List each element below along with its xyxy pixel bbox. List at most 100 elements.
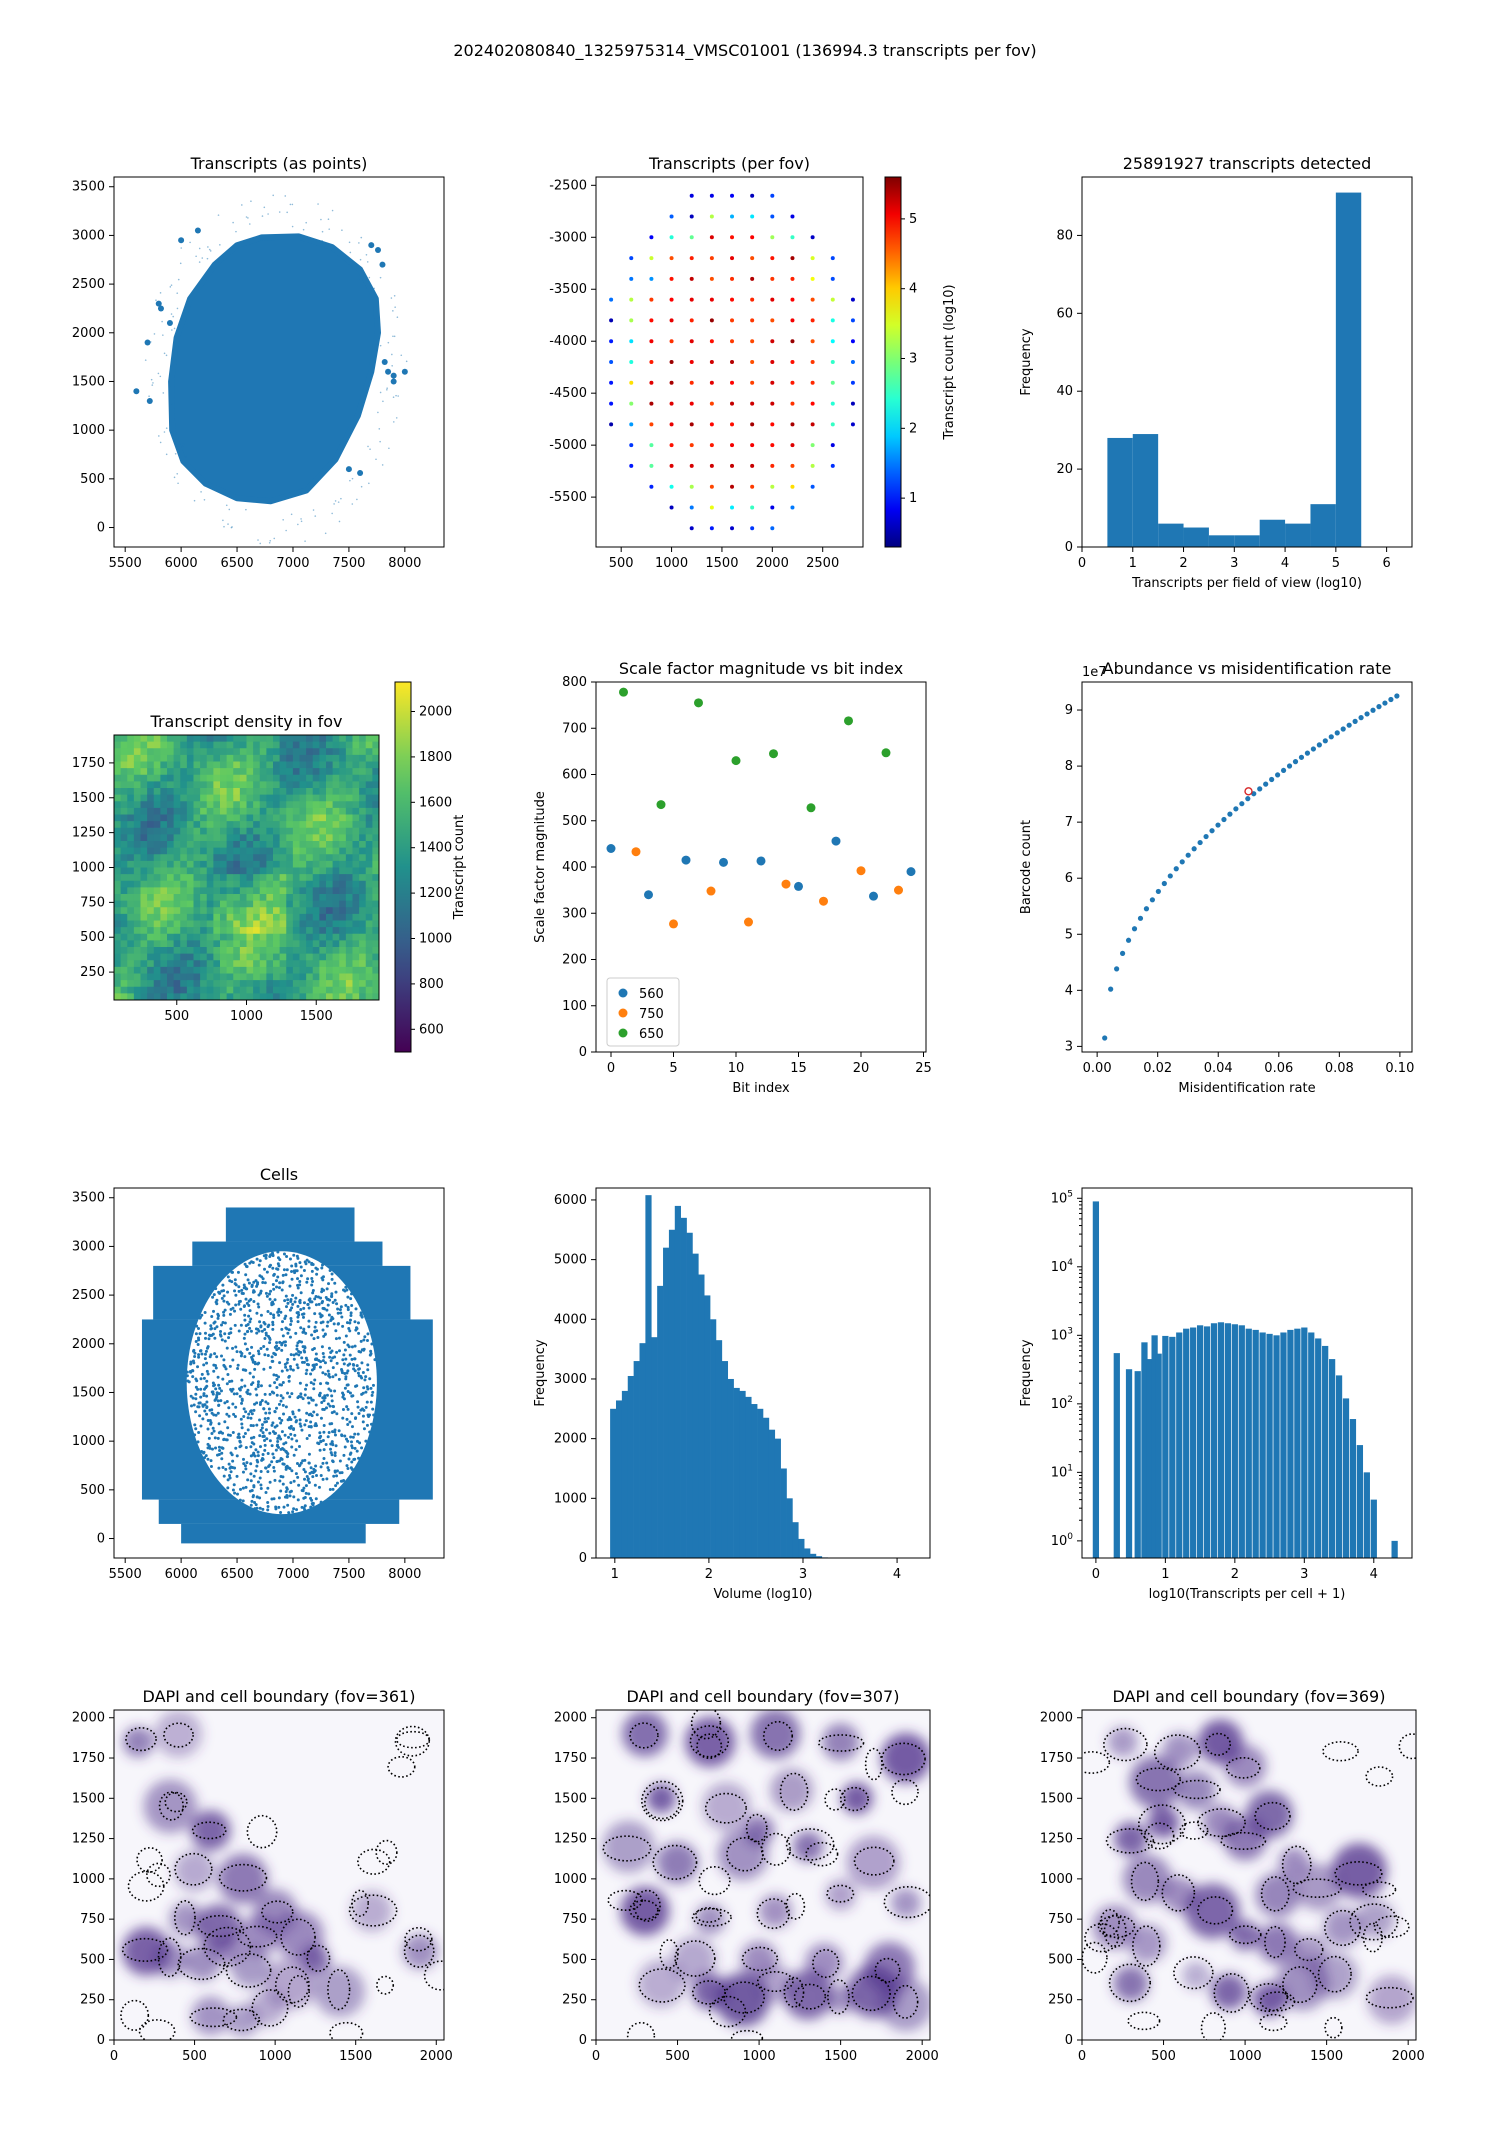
density-cell bbox=[345, 927, 353, 935]
density-cell bbox=[153, 900, 161, 908]
density-cell bbox=[120, 947, 128, 955]
density-cell bbox=[114, 814, 122, 822]
density-cell bbox=[114, 960, 122, 968]
cell-point bbox=[196, 1342, 200, 1346]
cell-point bbox=[279, 1437, 283, 1441]
cell-point bbox=[323, 1361, 327, 1365]
dapi-nucleus bbox=[671, 1936, 717, 1983]
density-cell bbox=[273, 947, 281, 955]
cell-point bbox=[355, 1364, 359, 1368]
x-tick-label: 500 bbox=[164, 1009, 189, 1024]
cell-point bbox=[285, 1268, 289, 1272]
volume-bar bbox=[686, 1232, 693, 1558]
density-cell bbox=[279, 735, 287, 743]
density-cell bbox=[160, 841, 168, 849]
density-cell bbox=[326, 913, 334, 921]
density-cell bbox=[299, 947, 307, 955]
cell-point bbox=[190, 1404, 194, 1408]
density-cell bbox=[273, 847, 281, 855]
cell-point bbox=[320, 1288, 324, 1292]
fov-point bbox=[730, 235, 735, 240]
cell-point bbox=[288, 1365, 292, 1369]
density-cell bbox=[292, 933, 300, 941]
fov-point bbox=[709, 526, 714, 531]
cell-point bbox=[334, 1373, 338, 1377]
cell-point bbox=[256, 1450, 260, 1454]
cell-point bbox=[247, 1281, 251, 1285]
cell-point bbox=[274, 1373, 278, 1377]
volume-bar bbox=[668, 1229, 676, 1558]
cell-point bbox=[331, 1405, 335, 1409]
cell-point bbox=[264, 1491, 268, 1495]
cell-point bbox=[234, 1345, 238, 1349]
cell-point bbox=[350, 1292, 354, 1296]
density-cell bbox=[153, 827, 161, 835]
density-cell bbox=[200, 768, 208, 776]
density-cell bbox=[273, 986, 281, 994]
density-cell bbox=[127, 774, 135, 782]
density-cell bbox=[286, 894, 294, 902]
density-cell bbox=[127, 741, 135, 749]
cell-point bbox=[263, 1439, 267, 1443]
density-cell bbox=[193, 788, 201, 796]
cell-point bbox=[310, 1398, 314, 1402]
y-tick-label: 1750 bbox=[554, 1751, 587, 1766]
fov-point bbox=[669, 276, 674, 281]
cell-point bbox=[349, 1313, 353, 1317]
density-cell bbox=[326, 907, 334, 915]
density-cell bbox=[147, 847, 155, 855]
fov-point bbox=[770, 360, 775, 364]
density-cell bbox=[186, 913, 194, 921]
density-cell bbox=[153, 741, 161, 749]
cell-point bbox=[373, 1358, 377, 1362]
density-cell bbox=[365, 973, 373, 981]
x-tick-label: 0.04 bbox=[1204, 1061, 1233, 1076]
fov-point bbox=[750, 276, 755, 281]
cell-point bbox=[369, 1400, 373, 1404]
cell-point bbox=[307, 1325, 311, 1329]
cell-point bbox=[333, 1389, 337, 1393]
transcript-point bbox=[373, 287, 375, 290]
density-cell bbox=[253, 814, 261, 822]
density-cell bbox=[114, 807, 122, 815]
density-cell bbox=[286, 827, 294, 835]
density-cell bbox=[233, 781, 241, 789]
fov-point bbox=[709, 256, 714, 261]
cell-point bbox=[186, 1379, 190, 1383]
density-cell bbox=[279, 814, 287, 822]
density-cell bbox=[206, 741, 214, 749]
density-cell bbox=[153, 834, 161, 842]
density-cell bbox=[319, 821, 327, 829]
density-cell bbox=[220, 874, 228, 882]
density-cell bbox=[213, 761, 221, 769]
cell-point bbox=[261, 1457, 265, 1461]
cell-point bbox=[344, 1375, 348, 1379]
density-cell bbox=[259, 741, 267, 749]
cell-point bbox=[319, 1315, 323, 1319]
cell-point bbox=[309, 1505, 313, 1509]
cell-point bbox=[357, 1367, 361, 1371]
density-cell bbox=[193, 867, 201, 875]
cell-point bbox=[258, 1259, 262, 1263]
density-cell bbox=[114, 986, 122, 994]
cell-point bbox=[254, 1448, 258, 1452]
density-cell bbox=[186, 927, 194, 935]
cell-point bbox=[337, 1349, 341, 1353]
cell-boundary bbox=[730, 2029, 764, 2040]
density-cell bbox=[153, 735, 161, 743]
scale-factor-point bbox=[831, 836, 841, 846]
cell-point bbox=[259, 1347, 263, 1351]
cell-point bbox=[354, 1416, 358, 1420]
cell-point bbox=[341, 1393, 345, 1397]
fov-point bbox=[629, 401, 634, 406]
density-cell bbox=[352, 735, 360, 743]
cell-point bbox=[275, 1341, 279, 1345]
density-cell bbox=[180, 874, 188, 882]
density-cell bbox=[167, 807, 175, 815]
transcript-point bbox=[381, 464, 384, 466]
cell-boundary bbox=[723, 1981, 766, 2014]
cell-point bbox=[200, 1372, 204, 1376]
density-cell bbox=[345, 940, 353, 948]
density-cell bbox=[239, 907, 247, 915]
